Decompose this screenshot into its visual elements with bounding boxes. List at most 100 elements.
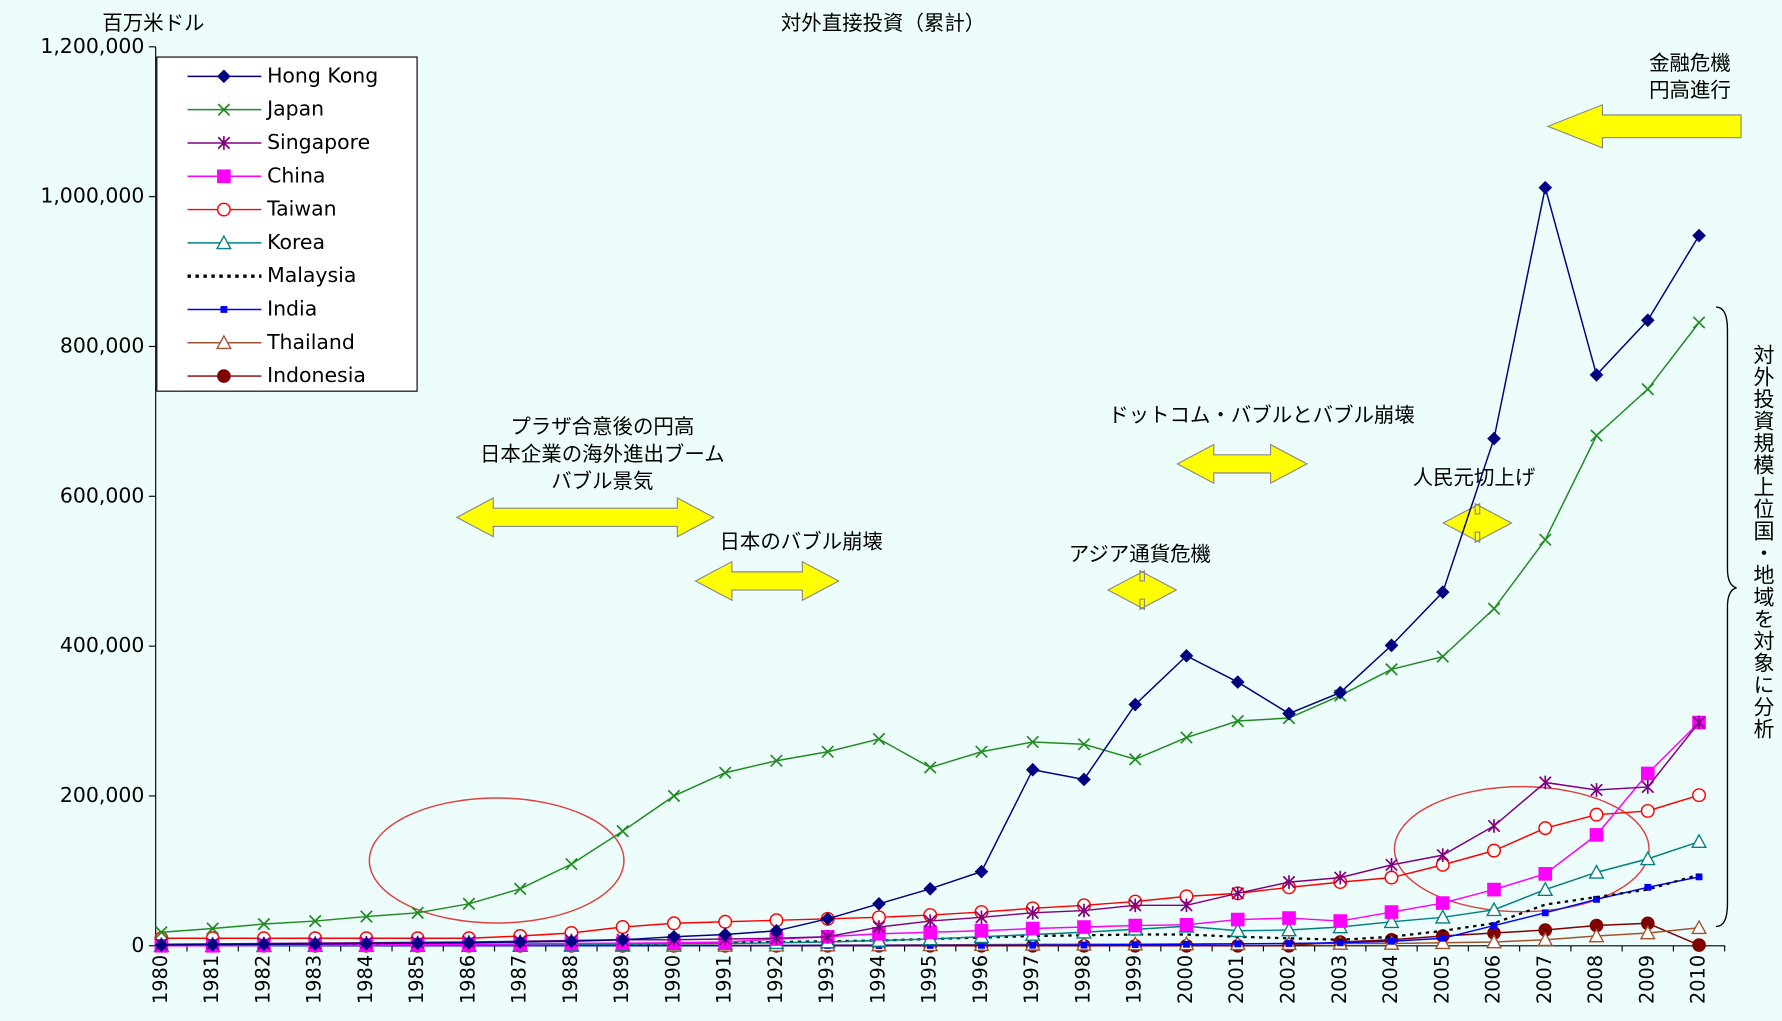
marker	[1640, 766, 1655, 781]
marker	[359, 936, 374, 951]
marker	[217, 103, 231, 116]
highlight-ellipse	[1393, 785, 1650, 913]
marker	[1384, 905, 1399, 919]
marker	[1695, 873, 1703, 881]
marker	[564, 934, 579, 949]
annotation: 人民元切上げ	[1413, 466, 1536, 490]
marker	[769, 923, 784, 938]
x-tick-label: 2001	[1225, 955, 1248, 1004]
marker	[1336, 939, 1344, 947]
marker	[1128, 697, 1143, 712]
marker	[1692, 228, 1706, 243]
marker	[1384, 870, 1399, 885]
x-tick-label: 1989	[610, 955, 633, 1004]
x-tick-label: 1990	[661, 955, 684, 1004]
marker	[1179, 649, 1194, 663]
marker	[1333, 685, 1348, 700]
marker	[1691, 833, 1708, 849]
marker	[667, 789, 681, 803]
marker	[666, 916, 681, 931]
x-tick-label: 1988	[559, 955, 582, 1004]
marker	[1435, 896, 1450, 910]
marker	[462, 935, 476, 950]
legend-label: Malaysia	[267, 263, 356, 287]
marker	[217, 136, 231, 150]
legend-label: Japan	[265, 97, 324, 121]
marker	[1644, 883, 1652, 891]
marker	[1588, 927, 1605, 943]
marker	[1589, 828, 1604, 842]
marker	[462, 897, 476, 911]
x-tick-label: 2007	[1533, 955, 1556, 1004]
x-tick-label: 1994	[866, 955, 889, 1004]
x-tick-label: 2002	[1276, 955, 1299, 1004]
x-tick-label: 1995	[918, 955, 941, 1004]
marker	[1692, 938, 1706, 952]
marker	[155, 926, 168, 939]
x-tick-label: 1986	[456, 955, 479, 1004]
marker	[1538, 867, 1553, 881]
marker	[1029, 941, 1037, 949]
marker	[1487, 819, 1501, 833]
marker	[565, 857, 578, 871]
marker	[1487, 882, 1501, 897]
marker	[1180, 731, 1193, 744]
marker	[923, 925, 938, 940]
marker	[1692, 316, 1706, 329]
x-tick-label: 1992	[764, 955, 787, 1004]
marker	[1128, 918, 1143, 933]
marker	[1487, 602, 1501, 615]
marker	[216, 202, 231, 217]
marker	[1537, 881, 1554, 896]
marker	[1538, 775, 1552, 790]
marker	[1385, 858, 1398, 872]
annotation: 日本のバブル崩壊	[719, 529, 883, 553]
x-tick-label: 2004	[1379, 955, 1402, 1004]
marker	[1590, 429, 1603, 442]
marker	[215, 234, 232, 250]
annotation: プラザ合意後の円高	[510, 415, 694, 439]
x-tick-label: 1997	[1020, 955, 1043, 1004]
annotation: バブル景気	[551, 469, 653, 493]
x-tick-label: 2000	[1174, 955, 1197, 1004]
marker	[1231, 886, 1245, 901]
marker	[718, 914, 733, 929]
marker	[821, 929, 834, 944]
side-note: 対外投資規模上位国・地域を対象に分析	[1751, 344, 1775, 740]
marker	[926, 941, 934, 949]
y-tick-label: 600,000	[60, 483, 145, 507]
double-arrow	[1106, 569, 1178, 611]
marker	[1333, 914, 1348, 928]
marker	[360, 910, 373, 923]
x-tick-label: 1980	[149, 955, 172, 1004]
marker	[220, 306, 228, 313]
marker	[1385, 663, 1398, 676]
annotation: 日本企業の海外進出ブーム	[480, 442, 725, 466]
marker	[1692, 715, 1706, 730]
highlight-ellipse	[368, 797, 625, 924]
legend-label: Hong Kong	[267, 63, 378, 87]
marker	[1487, 843, 1502, 858]
legend-label: China	[267, 163, 325, 187]
x-tick-label: 1981	[200, 955, 223, 1004]
marker	[1179, 917, 1194, 932]
marker	[1282, 875, 1296, 889]
marker	[1077, 772, 1091, 787]
marker	[1487, 431, 1501, 446]
y-axis-label: 百万米ドル	[102, 11, 204, 35]
x-tick-label: 1984	[354, 955, 377, 1004]
marker	[1691, 919, 1708, 935]
x-tick-label: 1987	[508, 955, 531, 1004]
x-tick-label: 1991	[713, 955, 736, 1004]
marker	[1640, 803, 1655, 818]
marker	[1230, 912, 1245, 927]
x-tick-label: 1999	[1123, 955, 1146, 1004]
marker	[1538, 533, 1552, 547]
marker	[1641, 382, 1655, 396]
x-tick-label: 2003	[1328, 955, 1351, 1004]
x-tick-label: 1996	[969, 955, 992, 1004]
marker	[1639, 924, 1656, 940]
chart-title: 対外直接投資（累計）	[781, 11, 985, 35]
